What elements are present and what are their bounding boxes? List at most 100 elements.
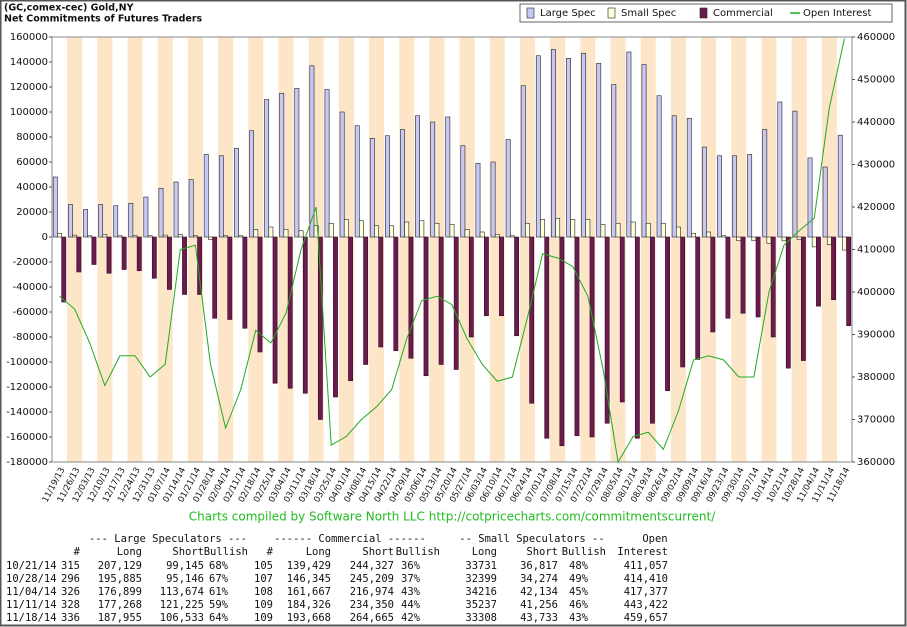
bar — [736, 236, 742, 242]
table-cell: 46% — [569, 599, 589, 611]
table-cell: 67% — [209, 573, 229, 585]
bar — [540, 219, 545, 238]
table-cell: 11/11/14 — [6, 599, 57, 611]
bar — [212, 236, 218, 319]
table-cell: 177,268 — [98, 599, 142, 611]
bar — [76, 236, 82, 273]
table-cell: 99,145 — [166, 560, 204, 572]
table-cell: 207,129 — [98, 560, 142, 572]
bar — [102, 234, 108, 238]
bar — [264, 99, 270, 238]
bar — [589, 236, 595, 438]
table-column-header: Interest — [617, 546, 668, 558]
bar — [762, 129, 768, 238]
bar — [525, 222, 530, 238]
table-cell: 184,326 — [287, 599, 331, 611]
bar — [234, 147, 239, 238]
table-cell: 32399 — [465, 573, 497, 585]
credit: Charts compiled by Software North LLC ht… — [189, 510, 716, 524]
stripe — [187, 37, 203, 462]
bar — [479, 231, 485, 238]
bar — [354, 125, 360, 238]
table-cell: 296 — [61, 573, 80, 585]
bar — [52, 176, 58, 238]
bar — [611, 84, 617, 238]
y2-tick-label: 360000 — [857, 457, 895, 468]
bar — [404, 221, 410, 238]
bar — [343, 219, 349, 238]
bar — [113, 205, 119, 238]
bar — [725, 236, 731, 319]
table-cell: 45% — [569, 586, 589, 598]
table-column-header: Bullish — [396, 546, 440, 558]
bar — [846, 236, 852, 327]
bar — [842, 236, 847, 251]
bar — [585, 219, 591, 238]
table-cell: 336 — [61, 612, 80, 624]
legend-label: Large Spec — [540, 8, 596, 19]
y-tick-label: 80000 — [16, 132, 48, 143]
table-cell: 36,817 — [520, 560, 558, 572]
bar — [419, 220, 425, 238]
bar — [339, 111, 345, 238]
legend-swatch — [607, 7, 616, 19]
bar — [438, 236, 444, 365]
bar — [203, 154, 209, 238]
bar — [837, 134, 843, 238]
bar — [218, 155, 224, 238]
y-tick-label: 160000 — [10, 32, 48, 43]
bar — [604, 236, 610, 424]
bar — [98, 204, 104, 238]
bar — [136, 236, 142, 272]
bar — [796, 236, 802, 240]
table-cell: 44% — [401, 599, 421, 611]
bar — [253, 229, 259, 238]
bar — [363, 236, 369, 365]
bar — [650, 236, 655, 424]
y-tick-label: -60000 — [13, 307, 48, 318]
stripe — [67, 37, 83, 462]
table-cell: 244,327 — [350, 560, 394, 572]
bar — [445, 116, 451, 238]
bar — [128, 202, 134, 238]
table-cell: 176,899 — [98, 586, 142, 598]
bar — [68, 204, 73, 238]
bar — [182, 236, 187, 295]
table-cell: 68% — [209, 560, 229, 572]
bar — [400, 129, 405, 238]
table-cell: 326 — [61, 586, 80, 598]
table-cell: 11/18/14 — [6, 612, 57, 624]
bar — [555, 217, 561, 238]
table-cell: 36% — [401, 560, 421, 572]
stripe — [459, 37, 475, 462]
bar — [529, 236, 535, 404]
bar — [287, 236, 293, 389]
table-cell: 35237 — [465, 599, 497, 611]
bar — [151, 236, 157, 279]
y-tick-label: -20000 — [13, 257, 48, 268]
bar — [710, 236, 716, 333]
bar — [566, 57, 571, 238]
bar — [468, 236, 474, 338]
bar — [574, 236, 580, 437]
bar — [177, 234, 183, 238]
bar — [499, 236, 504, 317]
bar — [600, 224, 606, 238]
bar — [770, 236, 776, 338]
y-tick-label: -120000 — [6, 382, 48, 393]
bar — [158, 187, 164, 238]
bar — [121, 236, 127, 270]
bar — [143, 196, 149, 238]
bar — [464, 229, 470, 238]
table-cell: 42,134 — [520, 586, 558, 598]
bar — [302, 236, 308, 394]
bar — [460, 145, 466, 238]
bar — [781, 236, 787, 242]
bar — [384, 135, 390, 238]
bar — [415, 115, 420, 238]
table-cell: 411,057 — [624, 560, 668, 572]
table-cell: 109 — [254, 599, 273, 611]
bar — [453, 236, 459, 370]
